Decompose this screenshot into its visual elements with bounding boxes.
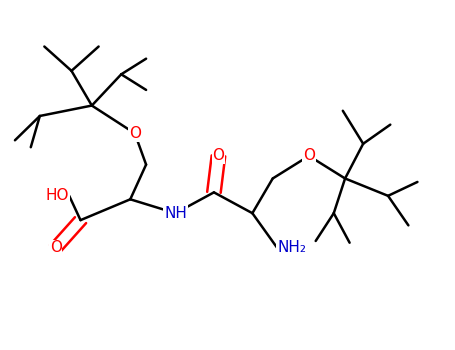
Text: O: O (50, 240, 62, 256)
Text: O: O (303, 148, 315, 163)
Text: O: O (212, 148, 224, 163)
Text: HO: HO (46, 188, 69, 203)
Text: NH: NH (164, 206, 187, 221)
Text: NH₂: NH₂ (277, 240, 306, 256)
Text: O: O (129, 126, 141, 141)
